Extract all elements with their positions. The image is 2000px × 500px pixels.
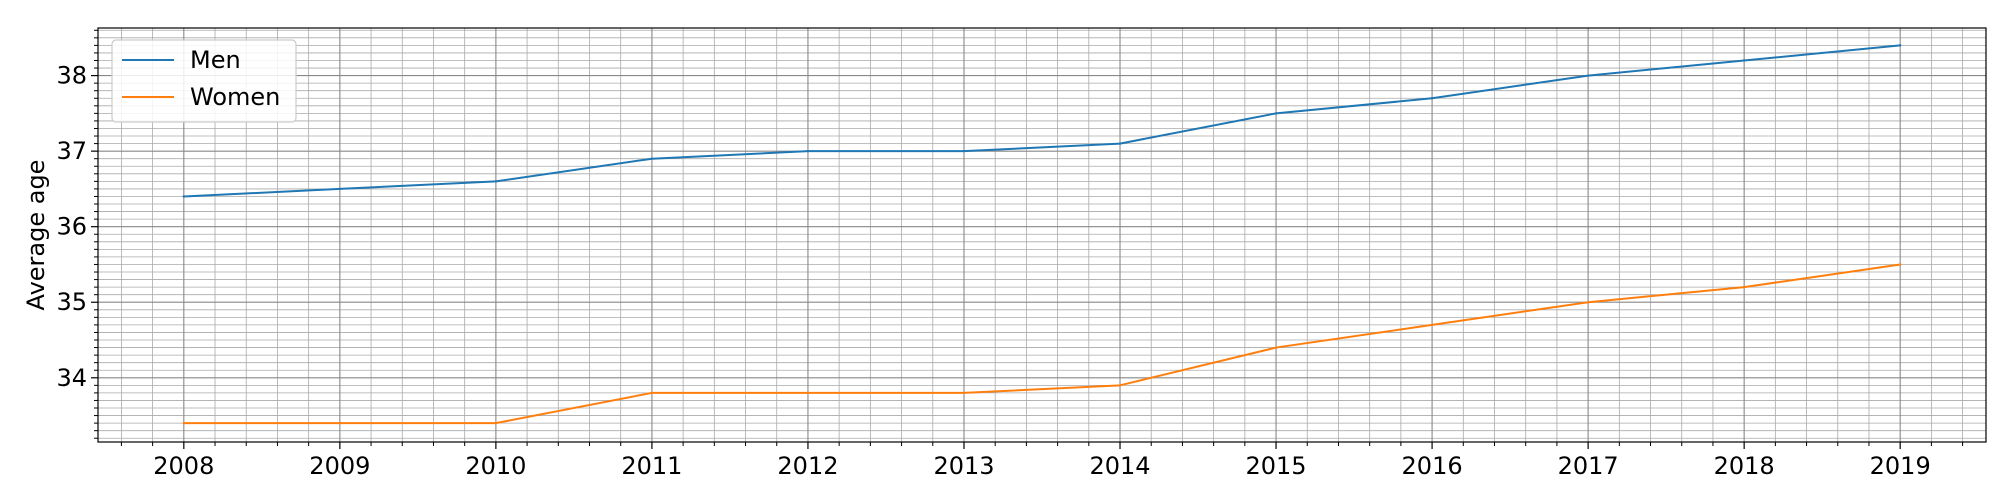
x-tick-label: 2010 <box>465 452 526 480</box>
x-tick-label: 2015 <box>1246 452 1307 480</box>
x-tick-label: 2009 <box>309 452 370 480</box>
data-point-men <box>1118 142 1122 145</box>
y-axis-label: Average age <box>22 160 50 311</box>
y-tick-label: 37 <box>56 137 87 165</box>
data-point-men <box>494 180 498 183</box>
data-point-men <box>182 195 186 198</box>
x-tick-label: 2016 <box>1402 452 1463 480</box>
y-tick-label: 35 <box>56 288 87 316</box>
legend-label-men: Men <box>190 46 241 74</box>
data-point-men <box>1742 59 1746 62</box>
x-tick-label: 2012 <box>777 452 838 480</box>
y-tick-label: 36 <box>56 213 87 241</box>
x-tick-label: 2018 <box>1714 452 1775 480</box>
y-tick-label: 34 <box>56 364 87 392</box>
data-point-men <box>1274 112 1278 115</box>
data-point-women <box>962 391 966 395</box>
data-point-men <box>1586 74 1590 77</box>
data-point-women <box>338 421 342 425</box>
series-line-women <box>183 263 1901 425</box>
x-tick-label: 2011 <box>621 452 682 480</box>
x-tick-label: 2019 <box>1870 452 1931 480</box>
data-point-men <box>650 157 654 160</box>
plot-frame <box>97 27 1987 443</box>
data-point-women <box>1118 384 1122 387</box>
x-tick-label: 2014 <box>1089 452 1150 480</box>
data-point-men <box>338 187 342 191</box>
data-point-men <box>806 149 810 153</box>
data-point-women <box>1586 301 1590 304</box>
data-point-women <box>650 391 654 395</box>
axis-ticks: 2008 2009 2010 2011 2012 2013 2014 2015 2016 2017… <box>56 29 1964 480</box>
data-point-women <box>1430 323 1434 327</box>
x-tick-label: 2008 <box>153 452 214 480</box>
grid <box>98 28 1986 442</box>
data-point-women <box>1742 285 1746 289</box>
series-line-men <box>183 44 1901 198</box>
series-group <box>182 44 1902 425</box>
legend: Men Women <box>111 39 297 123</box>
data-point-men <box>1430 97 1434 100</box>
data-point-women <box>1898 263 1902 266</box>
data-point-women <box>1274 346 1278 349</box>
data-point-women <box>494 421 498 425</box>
x-tick-label: 2013 <box>933 452 994 480</box>
data-point-women <box>182 421 186 425</box>
legend-label-women: Women <box>190 83 280 111</box>
data-point-men <box>962 149 966 153</box>
y-tick-label: 38 <box>56 62 87 90</box>
x-tick-label: 2017 <box>1558 452 1619 480</box>
data-point-women <box>806 391 810 395</box>
data-point-men <box>1898 44 1902 47</box>
